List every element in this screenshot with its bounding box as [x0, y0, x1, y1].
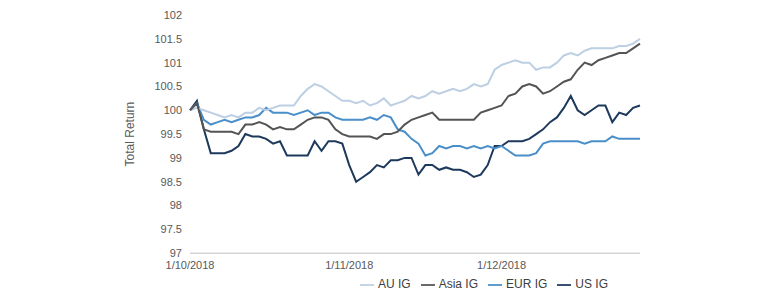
html-text:EUR IG: EUR IG	[506, 277, 548, 292]
svg-text:102: 102	[164, 9, 182, 21]
svg-text:100: 100	[164, 104, 182, 116]
svg-text:1/12/2018: 1/12/2018	[477, 259, 526, 271]
svg-text:98: 98	[170, 199, 182, 211]
svg-text:98.5: 98.5	[161, 176, 182, 188]
svg-text:101: 101	[164, 57, 182, 69]
svg-text:99.5: 99.5	[161, 128, 182, 140]
svg-text:1/11/2018: 1/11/2018	[325, 259, 373, 271]
svg-text:101.5: 101.5	[154, 33, 182, 45]
svg-text:100.5: 100.5	[154, 80, 182, 92]
html-text:Asia IG: Asia IG	[438, 277, 478, 292]
svg-text:97: 97	[170, 247, 182, 259]
svg-text:Total Return: Total Return	[123, 102, 137, 167]
svg-text:97.5: 97.5	[161, 223, 182, 235]
svg-text:99: 99	[170, 152, 182, 164]
svg-text:1/10/2018: 1/10/2018	[166, 259, 215, 271]
html-text:US IG: US IG	[575, 277, 608, 292]
html-text:AU IG: AU IG	[378, 277, 411, 292]
